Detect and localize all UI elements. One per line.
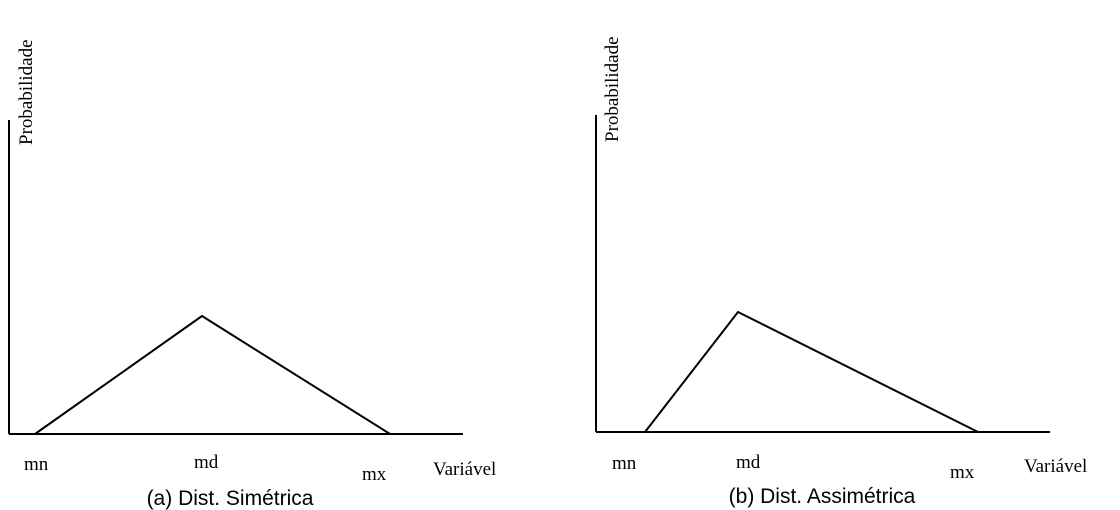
- panel-b-tick-mx: mx: [950, 462, 975, 483]
- panel-b-asymmetric: Probabilidade mn md mx Variável (b) Dist…: [595, 36, 1087, 508]
- panel-a-x-axis-label: Variável: [433, 459, 496, 480]
- panel-b-tick-mn: mn: [612, 453, 637, 474]
- panel-a-caption: (a) Dist. Simétrica: [147, 487, 314, 510]
- panel-b-x-axis-label: Variável: [1024, 456, 1087, 477]
- panel-b-triangle: [644, 310, 979, 433]
- panel-a-y-axis-label: Probabilidade: [16, 39, 37, 145]
- panel-b-caption: (b) Dist. Assimétrica: [729, 485, 916, 508]
- panel-b-tick-md: md: [736, 452, 761, 473]
- panel-a-triangle: [34, 314, 391, 435]
- panel-b-y-axis-label: Probabilidade: [602, 36, 623, 142]
- panel-a-tick-md: md: [194, 452, 219, 473]
- panel-a-tick-mn: mn: [24, 454, 49, 475]
- panel-a-tick-mx: mx: [362, 464, 387, 485]
- panel-a-symmetric: Probabilidade mn md mx Variável (a) Dist…: [8, 39, 496, 510]
